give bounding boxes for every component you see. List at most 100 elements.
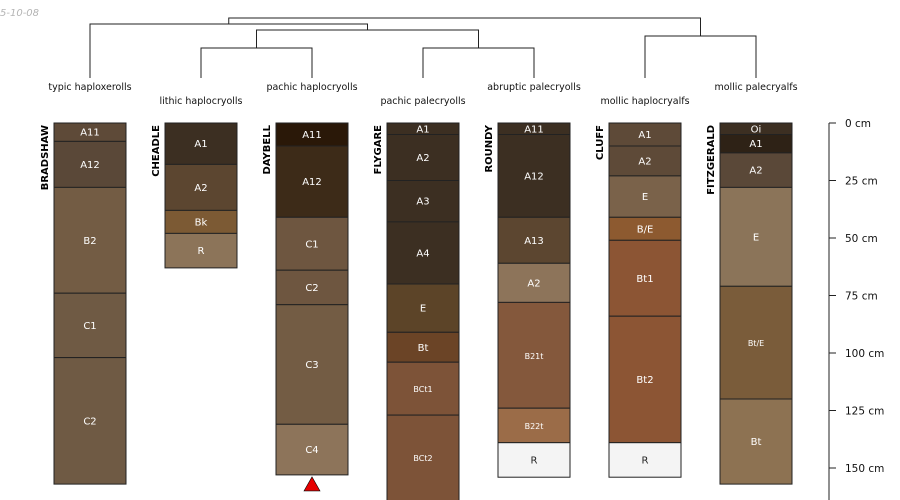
horizon-roundy-b22t: [497, 407, 571, 444]
date-stamp: 5-10-08: [0, 8, 40, 19]
horizon-label: B21t: [525, 352, 544, 361]
horizon-label: A11: [80, 128, 100, 139]
horizon-label: C1: [305, 239, 318, 250]
horizon-label: A2: [194, 183, 207, 194]
horizon-cluff-a2: [608, 145, 682, 177]
taxon-label-roundy: abruptic palecryolls: [487, 82, 581, 93]
horizon-cluff-bt2: [608, 315, 682, 444]
profile-roundy: A11 A12 A13 A2 B21t B22t R ROUNDY: [484, 122, 571, 478]
horizon-flygare-bct1: [386, 361, 460, 416]
horizon-label: B22t: [525, 422, 544, 431]
horizon-flygare-bt: [386, 331, 460, 363]
dendrogram-branch: [89, 23, 368, 78]
horizon-bradshaw-c1: [53, 292, 127, 359]
horizon-flygare-a3: [386, 180, 460, 223]
depth-tick-label: 150 cm: [845, 463, 884, 475]
depth-tick-label: 0 cm: [845, 118, 871, 130]
profile-name: FLYGARE: [373, 125, 384, 175]
profile-name: DAYBELL: [262, 124, 273, 174]
horizon-cheadle-r: [164, 232, 238, 269]
horizon-roundy-a2: [497, 262, 571, 303]
horizon-cluff-r: [608, 442, 682, 478]
dendrogram-branch: [228, 17, 701, 36]
horizon-fitzgerald-a2: [719, 152, 793, 188]
truncation-marker: [303, 476, 321, 492]
horizon-label: A11: [302, 130, 322, 141]
profile-cluff: A1 A2 E B/E Bt1 Bt2 R CLUFF: [595, 122, 682, 478]
horizon-label: Bt: [418, 343, 429, 354]
horizon-label: B2: [83, 236, 96, 247]
horizon-bradshaw-b2: [53, 186, 127, 294]
profile-fitzgerald: Oi A1 A2 E Bt/E Bt FITZGERALD: [706, 122, 793, 485]
horizon-label: E: [642, 192, 648, 203]
depth-tick-label: 75 cm: [845, 291, 878, 303]
horizon-flygare-a2: [386, 134, 460, 181]
horizon-label: A2: [416, 153, 429, 164]
depth-tick-label: 50 cm: [845, 233, 878, 245]
horizon-label: R: [198, 246, 205, 257]
horizon-label: A2: [527, 278, 540, 289]
horizon-bradshaw-a12: [53, 140, 127, 188]
horizon-label: C2: [305, 283, 318, 294]
taxon-label-bradshaw: typic haploxerolls: [48, 82, 131, 93]
profile-name: CLUFF: [595, 125, 606, 160]
horizon-label: BCt2: [413, 454, 432, 463]
depth-axis: 0 cm 25 cm 50 cm 75 cm 100 cm 125 cm 150 cm: [828, 118, 884, 500]
horizon-flygare-a4: [386, 221, 460, 285]
horizon-label: C2: [83, 416, 96, 427]
horizon-label: A2: [749, 166, 762, 177]
horizon-cheadle-a1: [164, 122, 238, 165]
taxon-label-daybell: pachic haplocryolls: [266, 82, 357, 93]
dendrogram: [89, 17, 757, 78]
horizon-roundy-r: [497, 442, 571, 478]
horizon-cheadle-a2: [164, 163, 238, 211]
horizon-daybell-a12: [275, 145, 349, 218]
horizon-label: C4: [305, 445, 318, 456]
horizon-label: C3: [305, 360, 318, 371]
horizon-daybell-c1: [275, 216, 349, 271]
profile-daybell: A11 A12 C1 C2 C3 C4 DAYBELL: [262, 122, 349, 492]
dendrogram-branch: [200, 47, 313, 78]
profile-bradshaw: A11 A12 B2 C1 C2 BRADSHAW: [40, 122, 127, 485]
horizon-flygare-e: [386, 283, 460, 333]
dendrogram-branch: [422, 47, 535, 78]
depth-tick-label: 25 cm: [845, 176, 878, 188]
horizon-label: E: [420, 304, 426, 315]
horizon-label: Bk: [195, 217, 208, 228]
profile-name: BRADSHAW: [40, 125, 51, 190]
horizon-label: Oi: [751, 124, 762, 135]
dendrogram-branch: [256, 29, 479, 48]
horizon-label: R: [642, 455, 649, 466]
horizon-label: Bt: [751, 437, 762, 448]
taxon-label-cheadle: lithic haplocryolls: [159, 96, 242, 107]
horizon-label: E: [753, 232, 759, 243]
horizon-cluff-bt1: [608, 239, 682, 317]
horizon-daybell-c2: [275, 269, 349, 306]
taxon-label-fitzgerald: mollic palecryalfs: [714, 82, 797, 93]
horizon-fitzgerald-bt: [719, 398, 793, 485]
taxon-label-flygare: pachic palecryolls: [380, 96, 465, 107]
profile-name: ROUNDY: [484, 124, 495, 172]
depth-tick-label: 125 cm: [845, 406, 884, 418]
taxon-labels: typic haploxerolls lithic haplocryolls pac…: [48, 82, 797, 107]
horizon-label: R: [531, 455, 538, 466]
horizon-label: A1: [416, 124, 429, 135]
horizon-label: Bt/E: [748, 339, 764, 348]
horizon-label: A3: [416, 197, 429, 208]
horizon-label: B/E: [637, 224, 654, 235]
horizon-daybell-c3: [275, 304, 349, 425]
dendrogram-branch: [644, 35, 757, 78]
horizon-label: C1: [83, 321, 96, 332]
horizon-roundy-a12: [497, 134, 571, 218]
horizon-bradshaw-c2: [53, 357, 127, 485]
horizon-label: A12: [80, 160, 100, 171]
horizon-label: A1: [638, 130, 651, 141]
horizon-fitzgerald-bt-e: [719, 285, 793, 400]
profile-cheadle: A1 A2 Bk R CHEADLE: [151, 122, 238, 269]
horizon-label: A12: [524, 171, 544, 182]
soil-profiles: A11 A12 B2 C1 C2 BRADSHAW A1 A2 Bk R CHEADLE A11 A12…: [40, 122, 793, 500]
horizon-label: A13: [524, 236, 544, 247]
taxon-label-cluff: mollic haplocryalfs: [600, 96, 689, 107]
horizon-label: A1: [749, 139, 762, 150]
horizon-label: Bt1: [636, 274, 653, 285]
